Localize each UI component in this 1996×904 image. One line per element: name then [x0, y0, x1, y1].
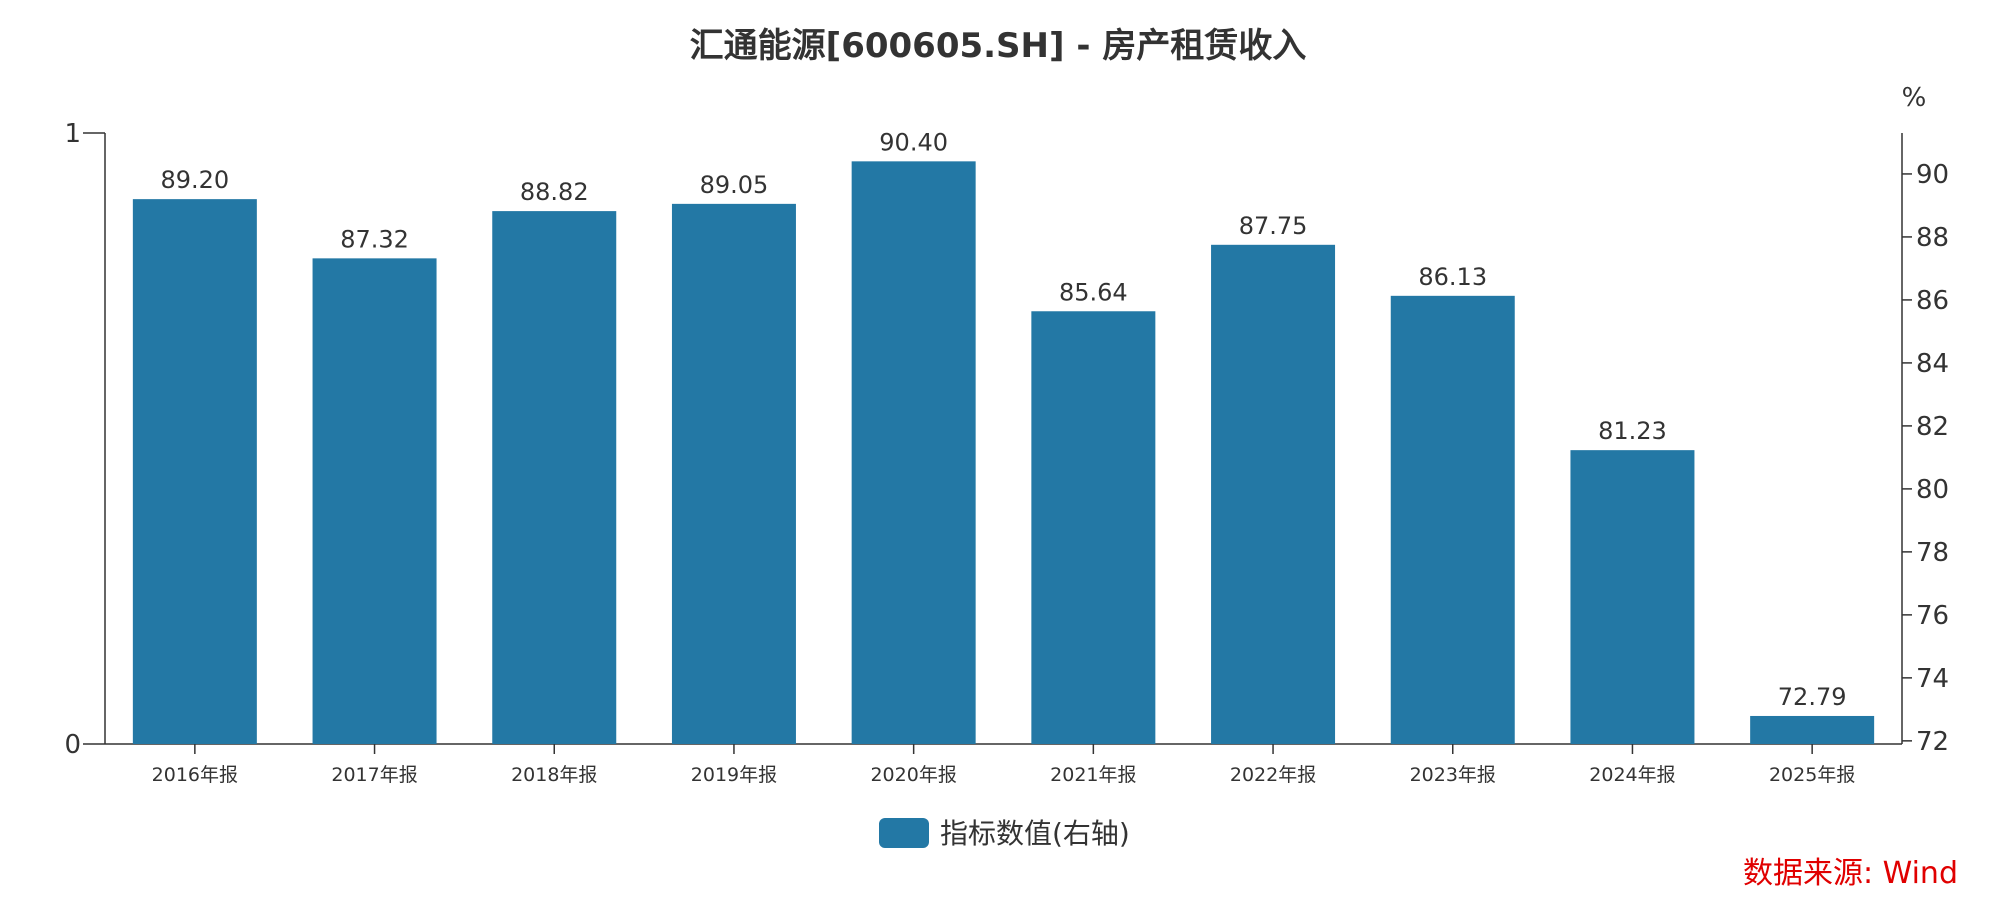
right-tick-label: 74 — [1916, 664, 1949, 694]
x-axis-ticks: 2016年报 2017年报 2018年报 2019年报 2020年报 2021年报 2022… — [152, 744, 1855, 786]
x-tick-label: 2018年报 — [511, 764, 597, 786]
x-axis: 2016年报 2017年报 2018年报 2019年报 2020年报 2021年报 2022… — [105, 743, 1902, 786]
data-source: 数据来源: Wind — [1743, 856, 1958, 891]
data-label: 81.23 — [1598, 417, 1667, 445]
data-label: 86.13 — [1418, 263, 1487, 291]
chart-title: 汇通能源[600605.SH] - 房产租赁收入 — [690, 26, 1307, 66]
right-tick-label: 88 — [1916, 223, 1949, 253]
data-label: 89.05 — [700, 171, 769, 199]
right-axis-ticks: 72 74 76 78 80 82 84 86 88 90 — [1902, 160, 1949, 757]
data-label: 72.79 — [1778, 683, 1847, 711]
x-tick-label: 2020年报 — [870, 764, 956, 786]
data-label: 87.75 — [1239, 212, 1308, 240]
left-tick-label: 0 — [64, 730, 81, 760]
data-label: 87.32 — [340, 225, 409, 253]
right-tick-label: 82 — [1916, 412, 1949, 442]
bar — [1750, 715, 1875, 744]
x-tick-label: 2019年报 — [691, 764, 777, 786]
data-label: 85.64 — [1059, 278, 1128, 306]
legend-label: 指标数值(右轴) — [940, 817, 1130, 850]
x-tick-label: 2025年报 — [1769, 764, 1855, 786]
data-label: 89.20 — [160, 166, 229, 194]
right-tick-label: 80 — [1916, 475, 1949, 505]
x-tick-label: 2024年报 — [1589, 764, 1675, 786]
bar — [1211, 244, 1336, 744]
left-axis-ticks: 01 — [64, 119, 105, 760]
bar — [312, 258, 437, 744]
right-axis: % 72 74 76 78 80 82 84 86 88 90 — [1901, 83, 1949, 757]
left-tick-label: 1 — [64, 119, 81, 149]
right-tick-label: 84 — [1916, 349, 1949, 379]
bar — [1570, 450, 1695, 744]
bars — [132, 161, 1875, 745]
x-tick-label: 2016年报 — [152, 764, 238, 786]
right-tick-label: 86 — [1916, 286, 1949, 316]
right-tick-label: 90 — [1916, 160, 1949, 190]
bar — [132, 199, 257, 745]
x-tick-label: 2017年报 — [331, 764, 417, 786]
data-label: 90.40 — [879, 128, 948, 156]
bar — [851, 161, 976, 745]
data-labels: 89.20 87.32 88.82 89.05 90.40 85.64 87.75 86.13… — [160, 128, 1846, 711]
right-tick-label: 72 — [1916, 727, 1949, 757]
x-tick-label: 2023年报 — [1410, 764, 1496, 786]
bar — [1031, 311, 1156, 744]
legend-swatch — [879, 818, 929, 848]
x-tick-label: 2021年报 — [1050, 764, 1136, 786]
bar — [1390, 295, 1515, 744]
legend: 指标数值(右轴) — [879, 817, 1130, 850]
x-tick-label: 2022年报 — [1230, 764, 1316, 786]
right-axis-unit: % — [1902, 83, 1927, 113]
data-label: 88.82 — [520, 178, 589, 206]
right-tick-label: 78 — [1916, 538, 1949, 568]
left-axis: 01 — [64, 119, 106, 760]
bar — [671, 203, 796, 744]
right-tick-label: 76 — [1916, 601, 1949, 631]
bar — [492, 211, 617, 744]
